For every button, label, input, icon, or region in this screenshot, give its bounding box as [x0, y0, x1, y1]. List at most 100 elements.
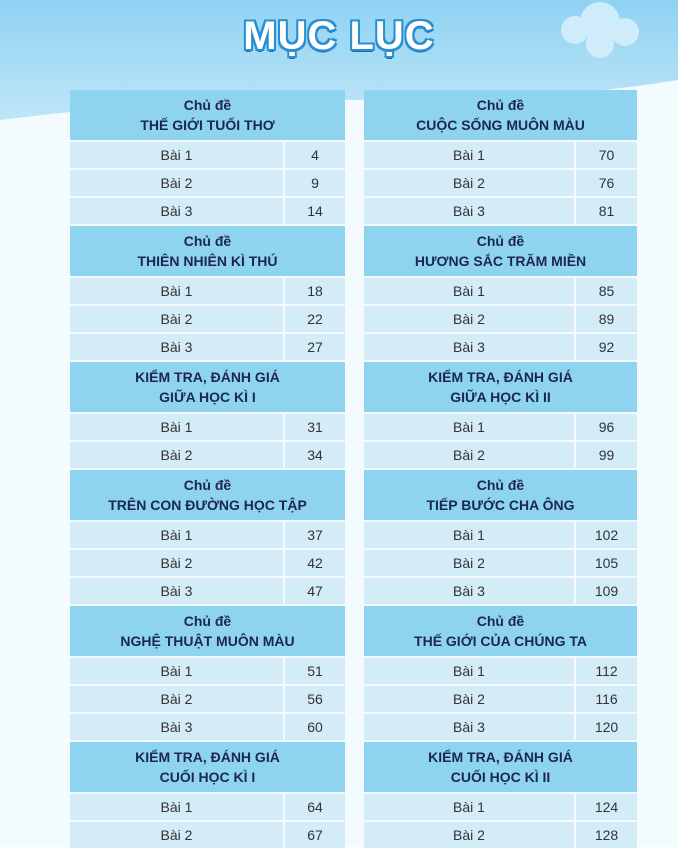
toc-row: Bài 3 120 — [364, 714, 637, 740]
page-number: 4 — [285, 142, 345, 168]
lesson-name: Bài 2 — [70, 306, 283, 332]
page-number: 109 — [576, 578, 637, 604]
page-number: 89 — [576, 306, 637, 332]
lesson-name: Bài 1 — [364, 414, 574, 440]
lesson-name: Bài 2 — [364, 550, 574, 576]
heading-line: TRÊN CON ĐƯỜNG HỌC TẬP — [108, 497, 307, 513]
page-number: 112 — [576, 658, 637, 684]
heading-line: Chủ đề — [476, 233, 525, 249]
heading-line: NGHỆ THUẬT MUÔN MÀU — [120, 633, 295, 649]
toc-row: Bài 2 22 — [70, 306, 345, 332]
section-heading: Chủ đề TRÊN CON ĐƯỜNG HỌC TẬP — [70, 470, 345, 520]
lesson-name: Bài 2 — [364, 170, 574, 196]
toc-row: Bài 3 60 — [70, 714, 345, 740]
heading-line: THẾ GIỚI TUỔI THƠ — [140, 117, 275, 133]
toc-column: Chủ đề CUỘC SỐNG MUÔN MÀU Bài 1 70 Bài 2 76 Bà… — [364, 90, 637, 850]
heading-line: GIỮA HỌC KÌ I — [159, 389, 256, 405]
page-number: 18 — [285, 278, 345, 304]
toc-row: Bài 3 81 — [364, 198, 637, 224]
lesson-name: Bài 2 — [364, 442, 574, 468]
page-number: 22 — [285, 306, 345, 332]
heading-line: TIẾP BƯỚC CHA ÔNG — [426, 497, 575, 513]
toc-row: Bài 1 85 — [364, 278, 637, 304]
page-number: 102 — [576, 522, 637, 548]
lesson-name: Bài 1 — [70, 142, 283, 168]
toc-row: Bài 2 128 — [364, 822, 637, 848]
toc-row: Bài 1 124 — [364, 794, 637, 820]
toc-row: Bài 1 51 — [70, 658, 345, 684]
lesson-name: Bài 1 — [70, 794, 283, 820]
toc-row: Bài 3 14 — [70, 198, 345, 224]
toc-row: Bài 2 116 — [364, 686, 637, 712]
toc-row: Bài 2 67 — [70, 822, 345, 848]
lesson-name: Bài 1 — [364, 522, 574, 548]
page-number: 85 — [576, 278, 637, 304]
section-heading: Chủ đề HƯƠNG SẮC TRĂM MIỀN — [364, 226, 637, 276]
toc-row: Bài 2 42 — [70, 550, 345, 576]
lesson-name: Bài 2 — [70, 170, 283, 196]
heading-line: THẾ GIỚI CỦA CHÚNG TA — [414, 633, 587, 649]
page-number: 47 — [285, 578, 345, 604]
page-number: 105 — [576, 550, 637, 576]
toc-row: Bài 2 89 — [364, 306, 637, 332]
section-heading: Chủ đề THIÊN NHIÊN KÌ THÚ — [70, 226, 345, 276]
heading-line: GIỮA HỌC KÌ II — [450, 389, 551, 405]
title: MỤC LỤC — [243, 14, 435, 58]
lesson-name: Bài 3 — [70, 334, 283, 360]
page-number: 124 — [576, 794, 637, 820]
toc-row: Bài 1 31 — [70, 414, 345, 440]
section-heading: KIỂM TRA, ĐÁNH GIÁ GIỮA HỌC KÌ II — [364, 362, 637, 412]
lesson-name: Bài 3 — [364, 714, 574, 740]
toc-row: Bài 2 56 — [70, 686, 345, 712]
toc-row: Bài 1 112 — [364, 658, 637, 684]
lesson-name: Bài 2 — [364, 822, 574, 848]
page-number: 116 — [576, 686, 637, 712]
toc-row: Bài 1 70 — [364, 142, 637, 168]
section-heading: Chủ đề NGHỆ THUẬT MUÔN MÀU — [70, 606, 345, 656]
toc-column: Chủ đề THẾ GIỚI TUỔI THƠ Bài 1 4 Bài 2 9 Bài 3… — [70, 90, 345, 850]
lesson-name: Bài 1 — [70, 522, 283, 548]
page-number: 31 — [285, 414, 345, 440]
heading-line: THIÊN NHIÊN KÌ THÚ — [137, 253, 278, 269]
toc-row: Bài 2 34 — [70, 442, 345, 468]
heading-line: Chủ đề — [476, 477, 525, 493]
section-heading: KIỂM TRA, ĐÁNH GIÁ CUỐI HỌC KÌ I — [70, 742, 345, 792]
heading-line: Chủ đề — [183, 233, 232, 249]
lesson-name: Bài 3 — [364, 578, 574, 604]
heading-line: Chủ đề — [476, 97, 525, 113]
heading-line: Chủ đề — [183, 613, 232, 629]
lesson-name: Bài 2 — [364, 306, 574, 332]
heading-line: CUỘC SỐNG MUÔN MÀU — [416, 117, 585, 133]
toc-row: Bài 2 105 — [364, 550, 637, 576]
toc-row: Bài 2 99 — [364, 442, 637, 468]
lesson-name: Bài 1 — [70, 278, 283, 304]
lesson-name: Bài 2 — [70, 822, 283, 848]
page-number: 120 — [576, 714, 637, 740]
page-number: 128 — [576, 822, 637, 848]
lesson-name: Bài 3 — [70, 714, 283, 740]
page-number: 37 — [285, 522, 345, 548]
page-number: 34 — [285, 442, 345, 468]
toc-row: Bài 3 27 — [70, 334, 345, 360]
lesson-name: Bài 1 — [70, 658, 283, 684]
toc-row: Bài 1 64 — [70, 794, 345, 820]
lesson-name: Bài 1 — [364, 278, 574, 304]
page-number: 42 — [285, 550, 345, 576]
section-heading: KIỂM TRA, ĐÁNH GIÁ GIỮA HỌC KÌ I — [70, 362, 345, 412]
toc-row: Bài 3 47 — [70, 578, 345, 604]
heading-line: Chủ đề — [183, 477, 232, 493]
section-heading: Chủ đề THẾ GIỚI CỦA CHÚNG TA — [364, 606, 637, 656]
page-number: 51 — [285, 658, 345, 684]
lesson-name: Bài 1 — [364, 794, 574, 820]
lesson-name: Bài 3 — [70, 198, 283, 224]
section-heading: KIỂM TRA, ĐÁNH GIÁ CUỐI HỌC KÌ II — [364, 742, 637, 792]
lesson-name: Bài 3 — [364, 334, 574, 360]
toc-row: Bài 2 76 — [364, 170, 637, 196]
heading-line: KIỂM TRA, ĐÁNH GIÁ — [135, 369, 280, 385]
page-number: 67 — [285, 822, 345, 848]
lesson-name: Bài 3 — [70, 578, 283, 604]
toc-row: Bài 3 92 — [364, 334, 637, 360]
heading-line: CUỐI HỌC KÌ II — [450, 769, 551, 785]
page-number: 60 — [285, 714, 345, 740]
